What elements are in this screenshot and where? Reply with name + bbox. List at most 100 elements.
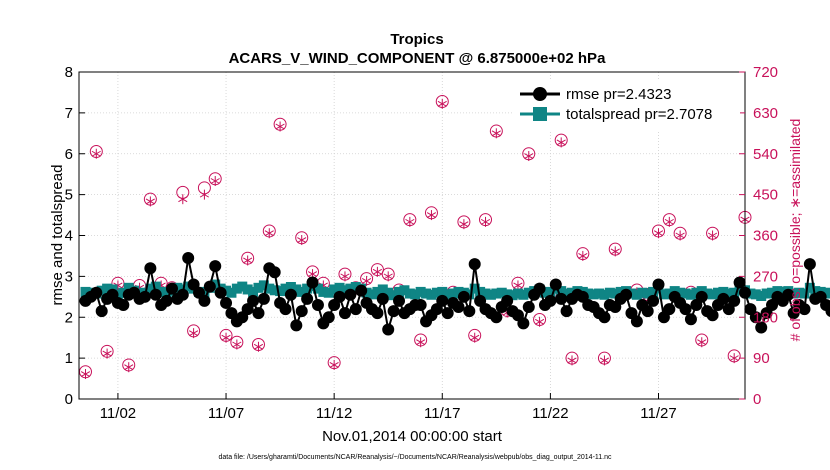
totalspread-point bbox=[648, 286, 659, 297]
totalspread-point bbox=[545, 286, 556, 297]
totalspread-point bbox=[750, 289, 761, 300]
totalspread-point bbox=[702, 288, 713, 299]
totalspread-point bbox=[642, 288, 653, 299]
rmse-point bbox=[203, 280, 216, 293]
obs-assimilated-point bbox=[372, 266, 383, 277]
rmse-point bbox=[825, 305, 830, 317]
totalspread-point bbox=[442, 289, 453, 300]
rmse-point bbox=[252, 307, 265, 320]
totalspread-point bbox=[318, 286, 329, 297]
obs-assimilated-point bbox=[221, 332, 231, 343]
obs-assimilated-point bbox=[578, 250, 588, 261]
totalspread-point bbox=[123, 282, 134, 293]
obs-assimilated-point bbox=[534, 316, 545, 327]
obs-assimilated-point bbox=[91, 148, 101, 159]
totalspread-point bbox=[366, 289, 377, 300]
rmse-point bbox=[501, 294, 514, 307]
rmse-point bbox=[209, 260, 222, 273]
rmse-point bbox=[182, 251, 195, 264]
rmse-point bbox=[414, 298, 427, 311]
totalspread-point bbox=[410, 289, 421, 300]
totalspread-point bbox=[394, 286, 405, 297]
y-tick-label: 4 bbox=[65, 228, 73, 245]
obs-assimilated-point bbox=[459, 219, 469, 230]
obs-assimilated-point bbox=[178, 194, 188, 205]
rmse-point bbox=[782, 288, 795, 301]
totalspread-point bbox=[377, 284, 388, 295]
obs-assimilated-point bbox=[383, 271, 393, 282]
y-tick-label: 2 bbox=[65, 309, 73, 326]
rmse-point bbox=[517, 317, 530, 330]
y-tick-label: 5 bbox=[65, 187, 73, 204]
chart-subtitle: ACARS_V_WIND_COMPONENT @ 6.875000e+02 hP… bbox=[229, 50, 607, 67]
totalspread-point bbox=[729, 287, 740, 298]
y-tick-label: 0 bbox=[65, 391, 73, 408]
totalspread-point bbox=[372, 286, 383, 297]
totalspread-point bbox=[275, 286, 286, 297]
rmse-point bbox=[463, 305, 476, 318]
totalspread-point bbox=[426, 289, 437, 300]
y-right-tick-label: 0 bbox=[753, 391, 761, 408]
obs-assimilated-point bbox=[405, 216, 415, 227]
rmse-point bbox=[755, 321, 768, 334]
rmse-point bbox=[176, 288, 189, 301]
obs-assimilated-point bbox=[416, 337, 426, 348]
obs-assimilated-point bbox=[675, 230, 685, 241]
obs-assimilated-point bbox=[653, 228, 664, 239]
rmse-point bbox=[555, 292, 568, 305]
totalspread-point bbox=[610, 288, 621, 299]
totalspread-point bbox=[448, 288, 459, 299]
rmse-point bbox=[376, 292, 389, 305]
totalspread-point bbox=[821, 287, 830, 298]
rmse-point bbox=[798, 303, 811, 316]
totalspread-point bbox=[826, 288, 830, 299]
rmse-point bbox=[247, 294, 260, 307]
totalspread-point bbox=[437, 286, 448, 297]
rmse-point bbox=[733, 276, 746, 289]
totalspread-point bbox=[345, 283, 356, 294]
legend-rmse-marker bbox=[533, 87, 547, 101]
totalspread-point bbox=[264, 283, 275, 294]
legend-rmse-label: rmse pr=2.4323 bbox=[566, 86, 671, 103]
totalspread-point bbox=[675, 287, 686, 298]
rmse-point bbox=[706, 309, 719, 322]
totalspread-point bbox=[285, 282, 296, 293]
obs-assimilated-point bbox=[329, 359, 339, 370]
obs-assimilated-point bbox=[199, 189, 210, 200]
data-file-footnote: data file: /Users/gharamti/Documents/NCA… bbox=[218, 454, 612, 461]
totalspread-point bbox=[291, 284, 302, 295]
rmse-point bbox=[338, 307, 351, 320]
obs-assimilated-point bbox=[361, 275, 372, 286]
chart-title: Tropics bbox=[390, 31, 443, 48]
totalspread-point bbox=[810, 286, 821, 297]
obs-assimilated-point bbox=[189, 328, 199, 339]
rmse-point bbox=[295, 305, 308, 318]
totalspread-point bbox=[312, 283, 323, 294]
legend-spread-label: totalspread pr=2.7078 bbox=[566, 106, 712, 123]
x-tick-label: 11/07 bbox=[208, 405, 244, 422]
totalspread-point bbox=[685, 289, 696, 300]
rmse-point bbox=[165, 282, 178, 295]
y-tick-label: 6 bbox=[65, 146, 73, 163]
totalspread-point bbox=[480, 288, 491, 299]
rmse-point bbox=[95, 305, 108, 318]
rmse-point bbox=[641, 305, 654, 318]
totalspread-point bbox=[631, 289, 642, 300]
totalspread-point bbox=[707, 289, 718, 300]
totalspread-point bbox=[658, 289, 669, 300]
rmse-point bbox=[149, 288, 162, 301]
totalspread-point bbox=[237, 281, 248, 292]
y-tick-label: 7 bbox=[65, 105, 73, 122]
totalspread-point bbox=[604, 287, 615, 298]
obs-assimilated-point bbox=[480, 216, 491, 227]
totalspread-point bbox=[350, 282, 361, 293]
totalspread-point bbox=[680, 288, 691, 299]
totalspread-point bbox=[404, 288, 415, 299]
totalspread-point bbox=[723, 288, 734, 299]
rmse-point bbox=[749, 311, 762, 324]
obs-assimilated-point bbox=[729, 353, 739, 364]
totalspread-point bbox=[485, 289, 496, 300]
totalspread-point bbox=[691, 287, 702, 298]
totalspread-point bbox=[594, 288, 605, 299]
y-axis-label-right: # of obs: o=possible; ∗=assimilated bbox=[787, 119, 803, 342]
